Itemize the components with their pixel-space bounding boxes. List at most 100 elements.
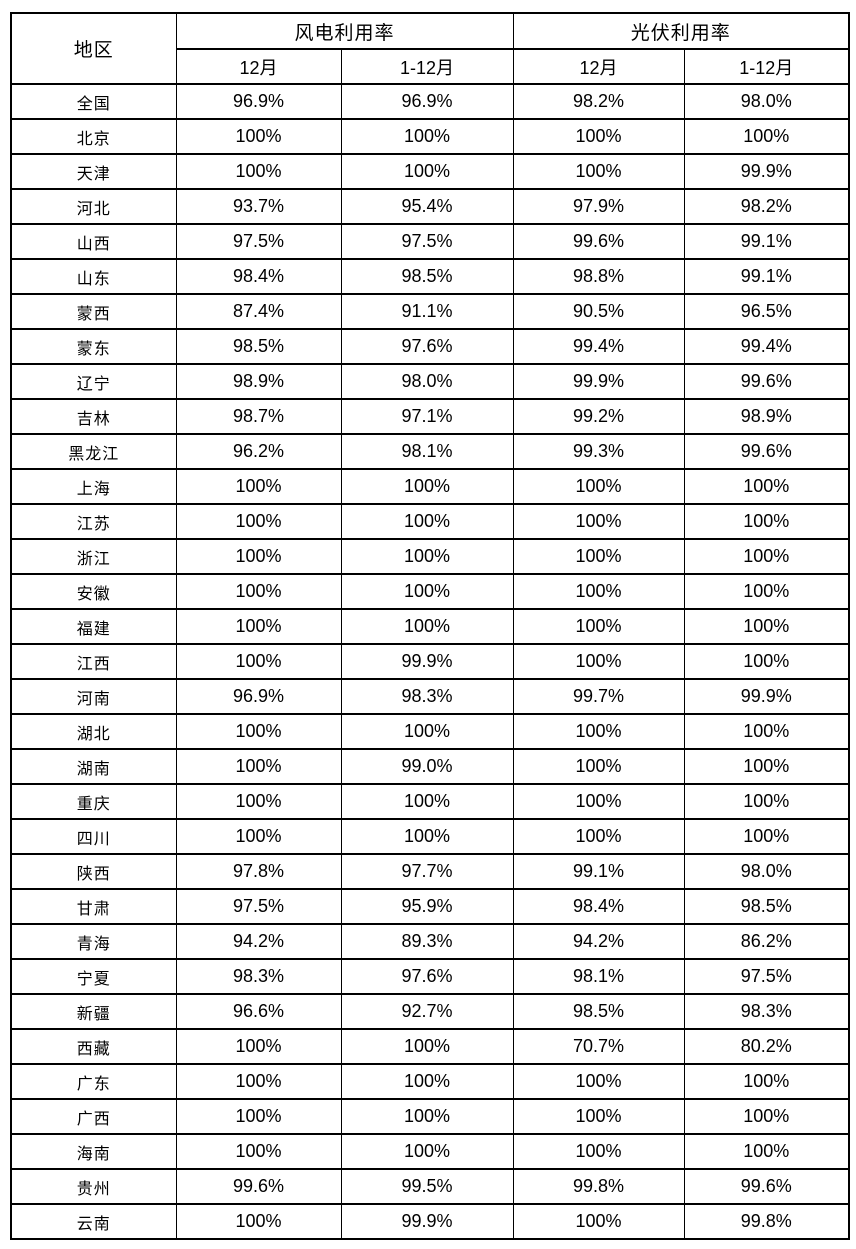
value-cell: 99.4% <box>512 328 685 365</box>
header-solar-dec: 12月 <box>512 48 685 85</box>
region-cell: 重庆 <box>10 783 177 820</box>
value-cell: 100% <box>340 1063 514 1100</box>
value-cell: 100% <box>340 153 514 190</box>
table-row: 蒙东 98.5% 97.6% 99.4% 99.4% <box>10 328 850 365</box>
value-cell: 100% <box>683 713 850 750</box>
value-cell: 96.9% <box>175 83 342 120</box>
value-cell: 98.9% <box>175 363 342 400</box>
value-cell: 100% <box>175 573 342 610</box>
value-cell: 96.2% <box>175 433 342 470</box>
region-cell: 四川 <box>10 818 177 855</box>
value-cell: 100% <box>512 1098 685 1135</box>
value-cell: 100% <box>175 538 342 575</box>
value-cell: 100% <box>512 608 685 645</box>
table-row: 黑龙江 96.2% 98.1% 99.3% 99.6% <box>10 433 850 470</box>
value-cell: 97.7% <box>340 853 514 890</box>
value-cell: 99.5% <box>340 1168 514 1205</box>
value-cell: 97.5% <box>175 888 342 925</box>
value-cell: 99.9% <box>340 1203 514 1240</box>
value-cell: 100% <box>175 818 342 855</box>
region-cell: 湖北 <box>10 713 177 750</box>
value-cell: 80.2% <box>683 1028 850 1065</box>
value-cell: 100% <box>175 783 342 820</box>
value-cell: 100% <box>340 1028 514 1065</box>
header-solar-group: 光伏利用率 <box>512 12 850 50</box>
value-cell: 100% <box>175 1063 342 1100</box>
header-wind-group: 风电利用率 <box>175 12 514 50</box>
region-cell: 西藏 <box>10 1028 177 1065</box>
value-cell: 99.8% <box>683 1203 850 1240</box>
value-cell: 99.2% <box>512 398 685 435</box>
value-cell: 93.7% <box>175 188 342 225</box>
region-cell: 湖南 <box>10 748 177 785</box>
table-row: 青海 94.2% 89.3% 94.2% 86.2% <box>10 923 850 960</box>
value-cell: 100% <box>175 153 342 190</box>
table-row: 天津 100% 100% 100% 99.9% <box>10 153 850 190</box>
value-cell: 100% <box>683 748 850 785</box>
value-cell: 98.2% <box>683 188 850 225</box>
table-row: 陕西 97.8% 97.7% 99.1% 98.0% <box>10 853 850 890</box>
region-cell: 广东 <box>10 1063 177 1100</box>
region-cell: 吉林 <box>10 398 177 435</box>
value-cell: 100% <box>512 748 685 785</box>
value-cell: 100% <box>512 643 685 680</box>
value-cell: 100% <box>683 783 850 820</box>
value-cell: 100% <box>175 608 342 645</box>
value-cell: 100% <box>683 503 850 540</box>
region-cell: 安徽 <box>10 573 177 610</box>
value-cell: 94.2% <box>512 923 685 960</box>
value-cell: 100% <box>512 713 685 750</box>
value-cell: 98.1% <box>512 958 685 995</box>
region-cell: 黑龙江 <box>10 433 177 470</box>
value-cell: 99.6% <box>683 433 850 470</box>
table-row: 广西 100% 100% 100% 100% <box>10 1098 850 1135</box>
value-cell: 100% <box>512 573 685 610</box>
table-row: 海南 100% 100% 100% 100% <box>10 1133 850 1170</box>
region-cell: 甘肃 <box>10 888 177 925</box>
region-cell: 福建 <box>10 608 177 645</box>
region-cell: 云南 <box>10 1203 177 1240</box>
value-cell: 100% <box>512 818 685 855</box>
value-cell: 100% <box>175 503 342 540</box>
region-cell: 河南 <box>10 678 177 715</box>
value-cell: 100% <box>340 818 514 855</box>
table-row: 北京 100% 100% 100% 100% <box>10 118 850 155</box>
region-cell: 新疆 <box>10 993 177 1030</box>
table-row: 宁夏 98.3% 97.6% 98.1% 97.5% <box>10 958 850 995</box>
table-row: 江西 100% 99.9% 100% 100% <box>10 643 850 680</box>
table-row: 山西 97.5% 97.5% 99.6% 99.1% <box>10 223 850 260</box>
value-cell: 99.1% <box>512 853 685 890</box>
table-row: 安徽 100% 100% 100% 100% <box>10 573 850 610</box>
value-cell: 100% <box>683 643 850 680</box>
region-cell: 蒙西 <box>10 293 177 330</box>
value-cell: 100% <box>175 1133 342 1170</box>
region-cell: 江西 <box>10 643 177 680</box>
header-wind-ytd: 1-12月 <box>340 48 514 85</box>
value-cell: 96.9% <box>175 678 342 715</box>
region-cell: 青海 <box>10 923 177 960</box>
value-cell: 90.5% <box>512 293 685 330</box>
table-row: 河北 93.7% 95.4% 97.9% 98.2% <box>10 188 850 225</box>
region-cell: 浙江 <box>10 538 177 575</box>
value-cell: 100% <box>683 608 850 645</box>
value-cell: 100% <box>683 818 850 855</box>
value-cell: 98.9% <box>683 398 850 435</box>
value-cell: 100% <box>175 118 342 155</box>
table-row: 新疆 96.6% 92.7% 98.5% 98.3% <box>10 993 850 1030</box>
region-cell: 广西 <box>10 1098 177 1135</box>
table-row: 重庆 100% 100% 100% 100% <box>10 783 850 820</box>
value-cell: 100% <box>512 468 685 505</box>
region-cell: 北京 <box>10 118 177 155</box>
table-row: 全国 96.9% 96.9% 98.2% 98.0% <box>10 83 850 120</box>
region-cell: 天津 <box>10 153 177 190</box>
value-cell: 89.3% <box>340 923 514 960</box>
header-group-row: 地区 风电利用率 光伏利用率 <box>10 12 850 85</box>
value-cell: 97.5% <box>175 223 342 260</box>
value-cell: 100% <box>340 1098 514 1135</box>
value-cell: 100% <box>683 468 850 505</box>
value-cell: 100% <box>175 1028 342 1065</box>
value-cell: 100% <box>683 1063 850 1100</box>
value-cell: 97.1% <box>340 398 514 435</box>
value-cell: 100% <box>512 1133 685 1170</box>
